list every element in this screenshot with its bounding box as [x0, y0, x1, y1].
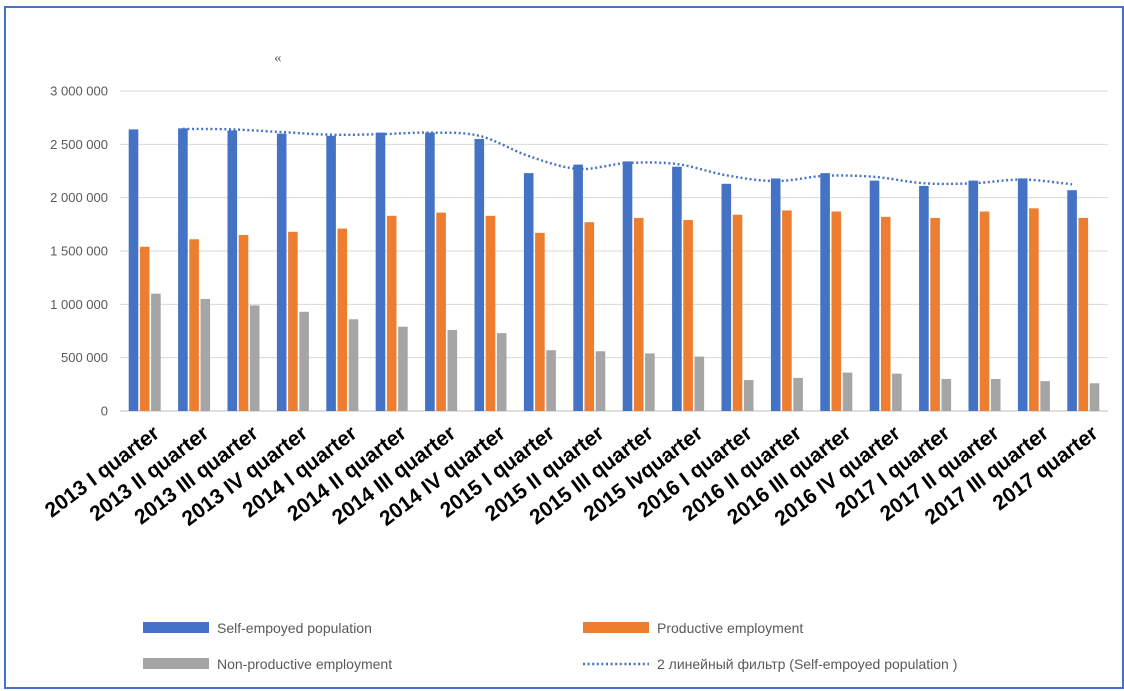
bar	[672, 166, 682, 411]
chart-title: «	[274, 50, 282, 66]
bar	[584, 222, 595, 411]
bar	[178, 128, 188, 412]
bar	[436, 212, 446, 411]
bar	[831, 211, 842, 411]
bar	[694, 356, 705, 411]
bar	[919, 185, 929, 411]
bar	[1089, 383, 1100, 411]
bar	[645, 353, 655, 411]
bar	[979, 211, 990, 411]
y-tick-label: 2 000 000	[50, 190, 108, 205]
y-tick-label: 500 000	[61, 350, 108, 365]
bar	[1067, 190, 1077, 411]
chart-frame	[4, 6, 1124, 689]
trendline	[182, 127, 1073, 186]
bar	[842, 372, 853, 411]
bar	[941, 379, 952, 411]
bar	[1078, 217, 1089, 411]
bar	[721, 183, 732, 411]
bar	[880, 216, 891, 411]
bar	[820, 173, 830, 411]
bar	[573, 164, 583, 411]
bar	[523, 173, 534, 411]
bar	[622, 161, 633, 411]
bar	[782, 210, 792, 411]
bar	[633, 217, 644, 411]
bar	[683, 220, 693, 411]
bar	[151, 293, 161, 411]
legend-label: 2 линейный фильтр (Self-empoyed populati…	[657, 656, 957, 672]
bar	[227, 130, 238, 411]
legend-swatch	[583, 622, 649, 633]
grid-lines	[120, 90, 1108, 412]
bar	[1017, 178, 1028, 411]
legend-swatch	[143, 658, 209, 669]
bar	[968, 180, 979, 411]
y-tick-label: 3 000 000	[50, 84, 108, 99]
legend-label: Self-empoyed population	[217, 620, 372, 636]
bar	[276, 133, 287, 411]
y-tick-label: 1 500 000	[50, 244, 108, 259]
bar	[375, 132, 386, 411]
bar	[535, 232, 545, 411]
bar	[793, 377, 803, 411]
bar	[337, 228, 348, 411]
bar	[425, 132, 435, 411]
bar	[869, 180, 880, 411]
y-tick-label: 2 500 000	[50, 137, 108, 152]
bar	[249, 305, 260, 411]
bar	[1029, 208, 1039, 411]
legend-label: Productive employment	[657, 620, 803, 636]
bar	[348, 319, 359, 411]
bars	[128, 128, 1100, 412]
y-tick-label: 0	[101, 404, 108, 419]
bar	[326, 135, 336, 412]
bar	[595, 351, 606, 411]
bar	[288, 231, 298, 411]
bar	[892, 373, 902, 411]
bar	[496, 333, 507, 411]
bar	[189, 239, 199, 411]
legend: Self-empoyed population Productive employ…	[143, 620, 957, 672]
bar	[485, 215, 496, 411]
y-axis-ticks: 0 500 000 1 000 000 1 500 000 2 000 000 2 500…	[50, 84, 108, 419]
bar	[770, 178, 781, 411]
bar	[128, 129, 139, 411]
bar	[930, 217, 940, 411]
legend-swatch	[143, 622, 209, 633]
bar	[1040, 381, 1050, 411]
legend-label: Non-productive employment	[217, 656, 392, 672]
bar	[200, 299, 211, 411]
bar	[139, 246, 150, 411]
bar	[546, 350, 556, 411]
bar	[474, 139, 485, 411]
bar	[386, 215, 397, 411]
bar	[299, 311, 309, 411]
bar	[447, 329, 458, 411]
bar	[238, 235, 249, 411]
y-tick-label: 1 000 000	[50, 297, 108, 312]
bar	[990, 379, 1001, 411]
bar	[732, 214, 743, 411]
bar	[398, 326, 408, 411]
bar	[743, 380, 754, 411]
